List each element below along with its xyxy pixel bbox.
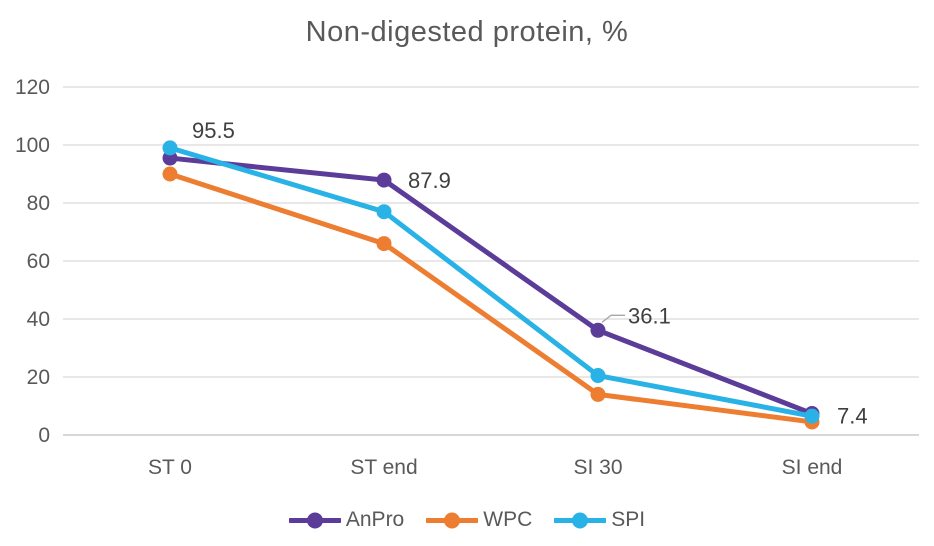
legend-label: SPI [611, 508, 646, 531]
data-point-spi [590, 368, 606, 384]
x-axis-label: ST 0 [148, 456, 192, 479]
data-point-wpc [376, 236, 392, 252]
y-tick-label: 80 [27, 192, 50, 215]
legend-item-wpc: WPC [426, 508, 532, 532]
x-axis-label: SI end [782, 456, 843, 479]
legend-marker-spi [554, 512, 607, 528]
legend-marker-anpro [288, 512, 341, 528]
data-label: 36.1 [628, 303, 671, 328]
y-tick-label: 20 [27, 366, 50, 389]
data-label-leader-line [601, 314, 625, 323]
legend-item-anpro: AnPro [288, 508, 405, 532]
legend: AnPro WPC SPI [0, 508, 934, 532]
data-label: 87.9 [408, 168, 451, 193]
y-tick-label: 60 [27, 250, 50, 273]
series-line-wpc [167, 171, 815, 425]
x-axis-label: SI 30 [573, 456, 622, 479]
data-point-spi [162, 140, 178, 156]
data-point-wpc [590, 386, 606, 402]
x-axis-label: ST end [350, 456, 417, 479]
series-line-spi [167, 145, 815, 419]
y-tick-label: 0 [38, 424, 50, 447]
data-label: 95.5 [192, 118, 235, 143]
data-label: 7.4 [837, 404, 868, 429]
legend-item-spi: SPI [554, 508, 645, 532]
chart-title: Non-digested protein, % [305, 16, 629, 48]
data-point-wpc [162, 166, 178, 182]
y-tick-label: 100 [15, 134, 50, 157]
legend-marker-wpc [426, 512, 479, 528]
data-point-anpro [376, 172, 392, 188]
y-tick-label: 120 [15, 76, 50, 99]
series-line-anpro [167, 155, 815, 417]
data-point-spi [804, 408, 820, 424]
legend-label: AnPro [345, 508, 405, 531]
data-point-anpro [590, 322, 606, 338]
legend-label: WPC [483, 508, 533, 531]
data-point-spi [376, 204, 392, 220]
y-tick-label: 40 [27, 308, 50, 331]
